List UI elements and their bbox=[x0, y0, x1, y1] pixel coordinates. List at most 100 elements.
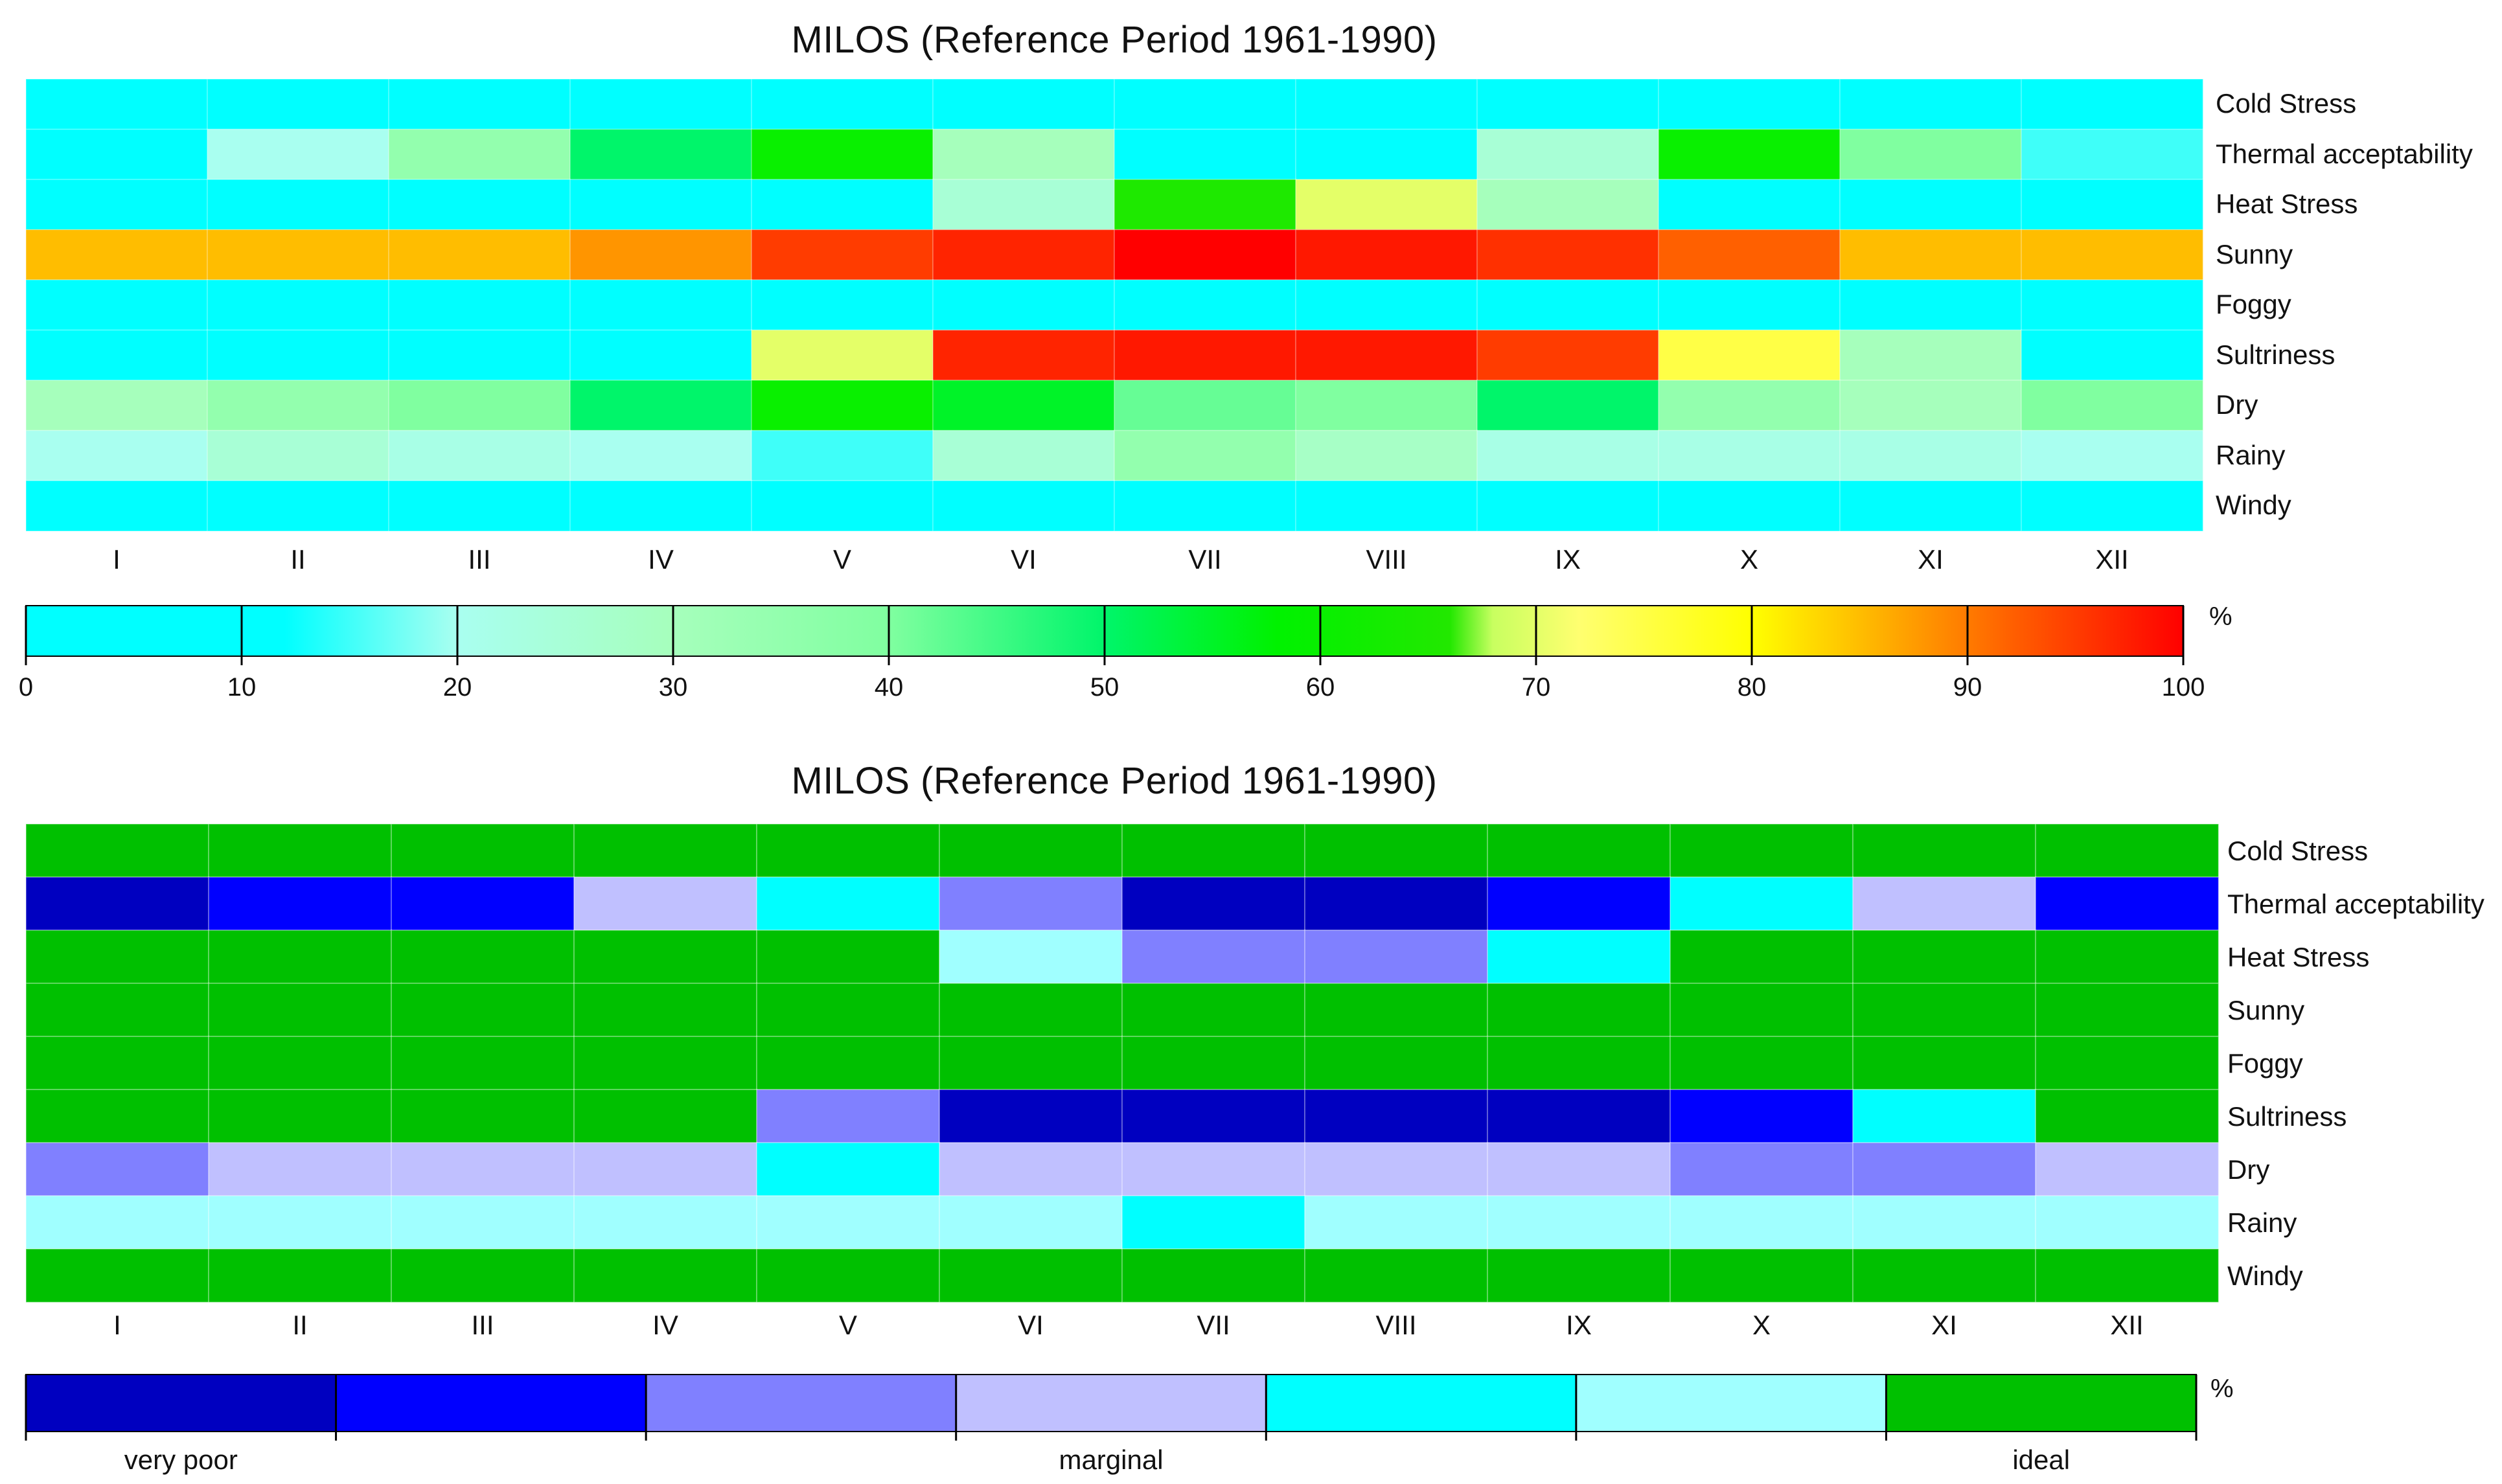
chart-2-cell-sultriness-XII bbox=[2035, 1089, 2220, 1144]
chart-1-cell-cold-stress-XI bbox=[1839, 78, 2023, 130]
chart-1-cell-dry-VI bbox=[932, 380, 1116, 431]
chart-2-cell-cold-stress-VI bbox=[939, 823, 1123, 878]
chart-2-month-label: V bbox=[838, 1310, 857, 1340]
chart-1-cell-windy-III bbox=[388, 480, 571, 532]
chart-1-cell-foggy-II bbox=[207, 279, 390, 331]
chart-1-cell-foggy-VIII bbox=[1295, 279, 1478, 331]
chart-1-cell-heat-stress-VI bbox=[932, 179, 1116, 231]
chart-2-cell-foggy-X bbox=[1670, 1036, 1854, 1091]
chart-1-row-label: Heat Stress bbox=[2216, 188, 2358, 219]
chart-2-cell-rainy-IX bbox=[1487, 1195, 1671, 1250]
chart-1-cell-dry-VIII bbox=[1295, 380, 1478, 431]
chart-1-cell-sultriness-VIII bbox=[1295, 329, 1478, 382]
chart-2-cell-heat-stress-VI bbox=[939, 930, 1123, 985]
chart-1-cell-sunny-XII bbox=[2021, 229, 2204, 281]
chart-2-legend-swatch bbox=[335, 1374, 647, 1432]
chart-1-month-label: X bbox=[1739, 544, 1758, 575]
chart-1-cell-foggy-XII bbox=[2021, 279, 2204, 331]
chart-2-cell-rainy-V bbox=[756, 1195, 941, 1250]
chart-2-cell-windy-VII bbox=[1121, 1248, 1306, 1303]
chart-1-month-label: XI bbox=[1918, 544, 1944, 575]
chart-2-month-label: X bbox=[1752, 1310, 1771, 1340]
chart-1-cell-windy-VI bbox=[932, 480, 1116, 532]
chart-1-cell-windy-X bbox=[1658, 480, 1841, 532]
chart-2-cell-windy-V bbox=[756, 1248, 941, 1303]
chart-1-cell-heat-stress-I bbox=[25, 179, 209, 231]
chart-1-cell-heat-stress-IX bbox=[1476, 179, 1660, 231]
chart-2-cell-rainy-I bbox=[25, 1195, 210, 1250]
chart-2-cell-rainy-VII bbox=[1121, 1195, 1306, 1250]
chart-2-cell-sultriness-X bbox=[1670, 1089, 1854, 1144]
chart-2-cell-thermal-acceptability-X bbox=[1670, 876, 1854, 931]
chart-2-cell-heat-stress-VIII bbox=[1304, 930, 1489, 985]
chart-1-cell-windy-XII bbox=[2021, 480, 2204, 532]
chart-1-cell-sunny-IX bbox=[1476, 229, 1660, 281]
chart-1-cell-rainy-I bbox=[25, 429, 209, 482]
chart-2-cell-cold-stress-V bbox=[756, 823, 941, 878]
chart-2-cell-sunny-V bbox=[756, 983, 941, 1038]
chart-1-row-label: Dry bbox=[2216, 389, 2258, 420]
chart-2-cell-cold-stress-II bbox=[208, 823, 393, 878]
chart-2-cell-cold-stress-III bbox=[391, 823, 575, 878]
chart-1-cell-cold-stress-V bbox=[751, 78, 934, 130]
chart-1-cell-rainy-VII bbox=[1114, 429, 1297, 482]
chart-1-row-label: Windy bbox=[2216, 490, 2291, 520]
chart-1-cell-sunny-XI bbox=[1839, 229, 2023, 281]
chart-2-cell-heat-stress-III bbox=[391, 930, 575, 985]
chart-1-cell-dry-IV bbox=[569, 380, 753, 431]
chart-2-cell-heat-stress-II bbox=[208, 930, 393, 985]
chart-1-cell-thermal-acceptability-XI bbox=[1839, 128, 2023, 181]
chart-2-legend-swatch bbox=[1575, 1374, 1887, 1432]
chart-2-row-label: Dry bbox=[2227, 1154, 2270, 1185]
chart-1-cell-thermal-acceptability-IV bbox=[569, 128, 753, 181]
chart-1-cell-rainy-IV bbox=[569, 429, 753, 482]
chart-1-cell-dry-IX bbox=[1476, 380, 1660, 431]
chart-1-cell-cold-stress-VIII bbox=[1295, 78, 1478, 130]
chart-2-cell-windy-XII bbox=[2035, 1248, 2220, 1303]
chart-2-cell-cold-stress-VIII bbox=[1304, 823, 1489, 878]
chart-1-row-label: Sultriness bbox=[2216, 339, 2336, 370]
chart-2-cell-cold-stress-IX bbox=[1487, 823, 1671, 878]
chart-1-cell-heat-stress-IV bbox=[569, 179, 753, 231]
chart-2-cell-sunny-X bbox=[1670, 983, 1854, 1038]
chart-1-cell-thermal-acceptability-X bbox=[1658, 128, 1841, 181]
chart-1-cell-heat-stress-VII bbox=[1114, 179, 1297, 231]
chart-2-cell-rainy-VIII bbox=[1304, 1195, 1489, 1250]
chart-1-cell-cold-stress-IX bbox=[1476, 78, 1660, 130]
chart-1-cell-sultriness-XII bbox=[2021, 329, 2204, 382]
chart-2-row-label: Sunny bbox=[2227, 995, 2305, 1025]
chart-1-cell-sunny-V bbox=[751, 229, 934, 281]
chart-1-row-label: Rainy bbox=[2216, 439, 2286, 470]
chart-1-cell-windy-VII bbox=[1114, 480, 1297, 532]
chart-2-cell-dry-VI bbox=[939, 1142, 1123, 1197]
chart-2-cell-thermal-acceptability-V bbox=[756, 876, 941, 931]
chart-1-colorbar-tick-label: 70 bbox=[1521, 673, 1551, 702]
chart-2-month-label: II bbox=[292, 1310, 308, 1340]
chart-1-cell-cold-stress-XII bbox=[2021, 78, 2204, 130]
chart-2-cell-sunny-IV bbox=[573, 983, 758, 1038]
chart-1-cell-rainy-III bbox=[388, 429, 571, 482]
chart-2-cell-thermal-acceptability-VIII bbox=[1304, 876, 1489, 931]
chart-1-cell-foggy-VII bbox=[1114, 279, 1297, 331]
chart-1-cell-dry-V bbox=[751, 380, 934, 431]
chart-1-cell-thermal-acceptability-I bbox=[25, 128, 209, 181]
chart-1-cell-sultriness-IX bbox=[1476, 329, 1660, 382]
chart-1-cell-rainy-X bbox=[1658, 429, 1841, 482]
chart-2-legend-swatch bbox=[645, 1374, 957, 1432]
chart-1-cell-sunny-VI bbox=[932, 229, 1116, 281]
chart-2-cell-thermal-acceptability-IX bbox=[1487, 876, 1671, 931]
chart-1-cell-sunny-II bbox=[207, 229, 390, 281]
chart-1-cell-heat-stress-II bbox=[207, 179, 390, 231]
chart-2-cell-foggy-V bbox=[756, 1036, 941, 1091]
chart-2-cell-heat-stress-I bbox=[25, 930, 210, 985]
chart-1-cell-cold-stress-I bbox=[25, 78, 209, 130]
chart-1-colorbar-tick-label: 40 bbox=[874, 673, 904, 702]
chart-1-cell-thermal-acceptability-VI bbox=[932, 128, 1116, 181]
chart-2-cell-heat-stress-XII bbox=[2035, 930, 2220, 985]
chart-2-month-label: III bbox=[471, 1310, 494, 1340]
chart-2-cell-foggy-IX bbox=[1487, 1036, 1671, 1091]
chart-1-cell-sunny-VII bbox=[1114, 229, 1297, 281]
chart-2-cell-windy-II bbox=[208, 1248, 393, 1303]
chart-1-cell-sunny-III bbox=[388, 229, 571, 281]
